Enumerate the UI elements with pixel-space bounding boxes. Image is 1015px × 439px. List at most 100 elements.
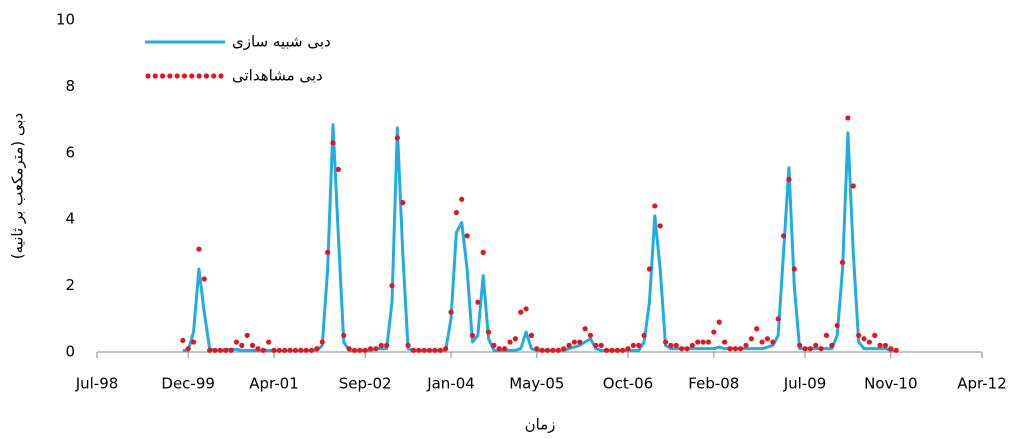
observed-point [727, 346, 733, 352]
observed-point [695, 339, 701, 345]
observed-point [249, 342, 256, 348]
observed-point [866, 339, 872, 345]
observed-point [266, 339, 272, 345]
observed-point [577, 339, 583, 345]
observed-point [700, 339, 706, 345]
legend-swatch [218, 73, 224, 79]
x-tick-label: Jul-09 [783, 375, 827, 393]
observed-point [802, 346, 808, 352]
observed-point [544, 347, 551, 353]
observed-point [561, 346, 567, 352]
observed-point [786, 176, 792, 182]
observed-point [443, 346, 449, 352]
observed-point [217, 347, 223, 353]
observed-point [630, 342, 636, 348]
x-tick-label: Feb-08 [688, 375, 739, 393]
observed-point [555, 347, 561, 353]
observed-point [502, 346, 508, 352]
observed-point [534, 346, 540, 352]
observed-point [598, 342, 604, 348]
observed-point [657, 223, 663, 229]
legend-swatch [160, 73, 166, 79]
x-tick-label: Jan-04 [426, 375, 475, 393]
observed-point [539, 347, 545, 353]
observed-point [861, 336, 867, 342]
observed-point [636, 342, 642, 348]
observed-point [400, 200, 406, 206]
legend-swatch [189, 73, 195, 79]
observed-point [668, 342, 674, 348]
observed-point [239, 342, 245, 348]
observed-point [287, 347, 293, 353]
observed-point [180, 337, 186, 343]
observed-point [416, 347, 422, 353]
observed-point [603, 347, 610, 353]
observed-point [426, 347, 433, 353]
observed-point [523, 306, 529, 312]
observed-point [807, 346, 813, 352]
legend-swatch [211, 73, 217, 79]
observed-point [721, 339, 728, 345]
observed-point [437, 347, 443, 353]
observed-point [641, 332, 647, 338]
observed-point [791, 266, 797, 272]
observed-point [818, 346, 824, 352]
observed-point [587, 332, 594, 338]
legend-swatch [196, 73, 202, 79]
x-tick-label: Oct-06 [603, 375, 653, 393]
observed-point [850, 183, 856, 189]
observed-point [298, 347, 304, 353]
observed-point [410, 347, 417, 353]
observed-point [196, 246, 202, 252]
observed-point [652, 203, 658, 209]
observed-point [797, 342, 803, 348]
y-axis-title: دبی (مترمکعب بر ثانیه) [9, 113, 27, 259]
observed-point [673, 342, 679, 348]
observed-point [475, 299, 481, 305]
observed-point [748, 336, 754, 342]
simulated-line [182, 123, 897, 353]
legend-swatch [174, 73, 180, 79]
legend-swatch [145, 73, 151, 79]
observed-point [271, 347, 277, 353]
observed-point [705, 339, 712, 345]
observed-point [244, 332, 250, 338]
y-tick-label: 6 [65, 143, 75, 161]
observed-point [448, 309, 454, 315]
observed-point [453, 209, 459, 216]
observed-point [485, 329, 492, 335]
observed-point [662, 339, 669, 345]
observed-point [233, 339, 240, 345]
observed-point [528, 332, 535, 338]
observed-point [367, 346, 374, 352]
observed-point [839, 259, 846, 265]
observed-point [770, 339, 776, 345]
y-tick-label: 8 [65, 77, 75, 95]
x-tick-label: Dec-99 [161, 375, 215, 393]
legend-swatch [181, 73, 188, 79]
observed-point [813, 342, 819, 348]
observed-point [754, 326, 760, 332]
observed-point [282, 347, 288, 353]
observed-point [362, 347, 368, 353]
observed-point [738, 346, 744, 352]
observed-point [856, 332, 862, 338]
observed-point [185, 346, 191, 352]
observed-point [888, 346, 894, 352]
observed-point [877, 342, 883, 348]
observed-point [518, 309, 524, 315]
observed-point [823, 332, 830, 338]
y-tick-label: 0 [65, 343, 75, 361]
observed-point [893, 347, 899, 353]
observed-point [432, 347, 438, 353]
observed-point [255, 346, 261, 352]
observed-point [609, 347, 615, 353]
observed-point [491, 342, 497, 348]
x-tick-label: Apr-12 [957, 375, 1007, 393]
observed-point [764, 336, 771, 342]
observed-point [319, 339, 325, 345]
x-axis-title: زمان [525, 416, 556, 434]
observed-point [759, 339, 765, 345]
